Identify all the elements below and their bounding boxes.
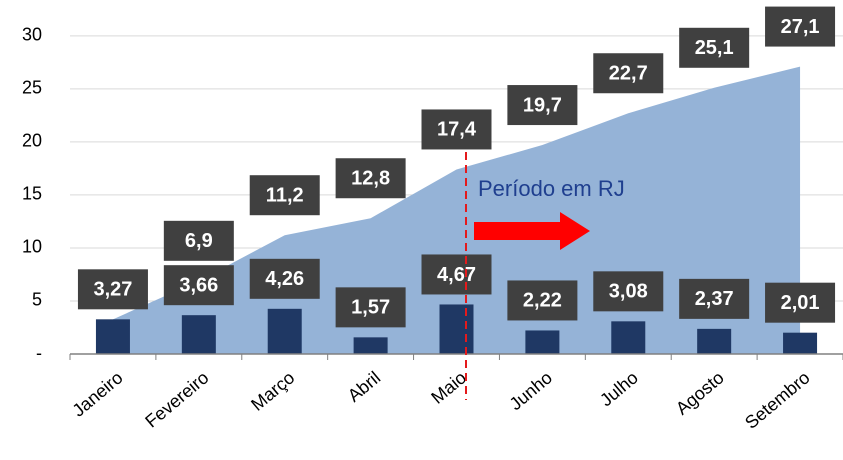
arrow [474,212,590,250]
data-label: 19,7 [523,94,562,116]
label-box [249,175,320,216]
data-label: 22,7 [609,63,648,85]
y-tick-label: 10 [22,237,42,257]
x-tick-label: Julho [596,367,642,410]
bar [783,332,818,354]
x-tick-label: Fevereiro [141,367,212,431]
data-label: 12,8 [351,168,390,190]
data-label: 4,67 [437,264,476,286]
y-tick-label: 5 [32,290,42,310]
y-tick-label: 15 [22,184,42,204]
label-box [421,109,492,150]
bar [267,308,302,354]
label-box [593,271,664,312]
bar [353,337,388,354]
x-tick-label: Março [247,367,298,414]
bar [95,319,130,354]
bar [181,315,216,354]
label-box [335,287,406,328]
y-tick-label: 25 [22,78,42,98]
y-tick-label: - [36,343,42,363]
bar [439,304,474,354]
x-tick-label: Junho [506,367,556,414]
label-box [421,254,492,295]
y-tick-label: 20 [22,131,42,151]
label-box [679,278,750,319]
label-box [507,85,578,126]
data-label: 3,27 [93,279,132,301]
bar [611,321,646,354]
x-tick-label: Agosto [672,367,728,418]
x-tick-label: Abril [344,367,384,405]
data-label: 2,37 [695,288,734,310]
label-box [335,158,406,199]
label-box [765,282,836,323]
y-tick-label: 30 [22,25,42,45]
data-label: 11,2 [266,184,304,206]
label-box [765,6,836,47]
data-label: 6,9 [185,230,213,252]
label-box [679,27,750,68]
data-label: 4,26 [265,268,304,290]
bar [697,328,732,354]
label-box [507,280,578,321]
label-box [163,265,234,306]
data-label: 17,4 [437,119,477,141]
label-box [593,53,664,94]
data-label: 3,08 [609,281,648,303]
data-label: 25,1 [695,37,734,59]
data-label: 2,22 [523,290,562,312]
annotation: Período em RJ [478,176,625,201]
data-label: 3,66 [179,274,218,296]
bar [525,330,560,354]
data-label: 1,57 [351,297,390,319]
x-tick-label: Setembro [741,367,814,432]
label-box [249,258,320,299]
label-box [77,269,148,310]
label-box [163,220,234,261]
x-tick-label: Janeiro [68,367,126,420]
data-label: 2,01 [781,292,820,314]
data-label: 27,1 [781,16,820,38]
x-tick-label: Maio [427,367,470,407]
